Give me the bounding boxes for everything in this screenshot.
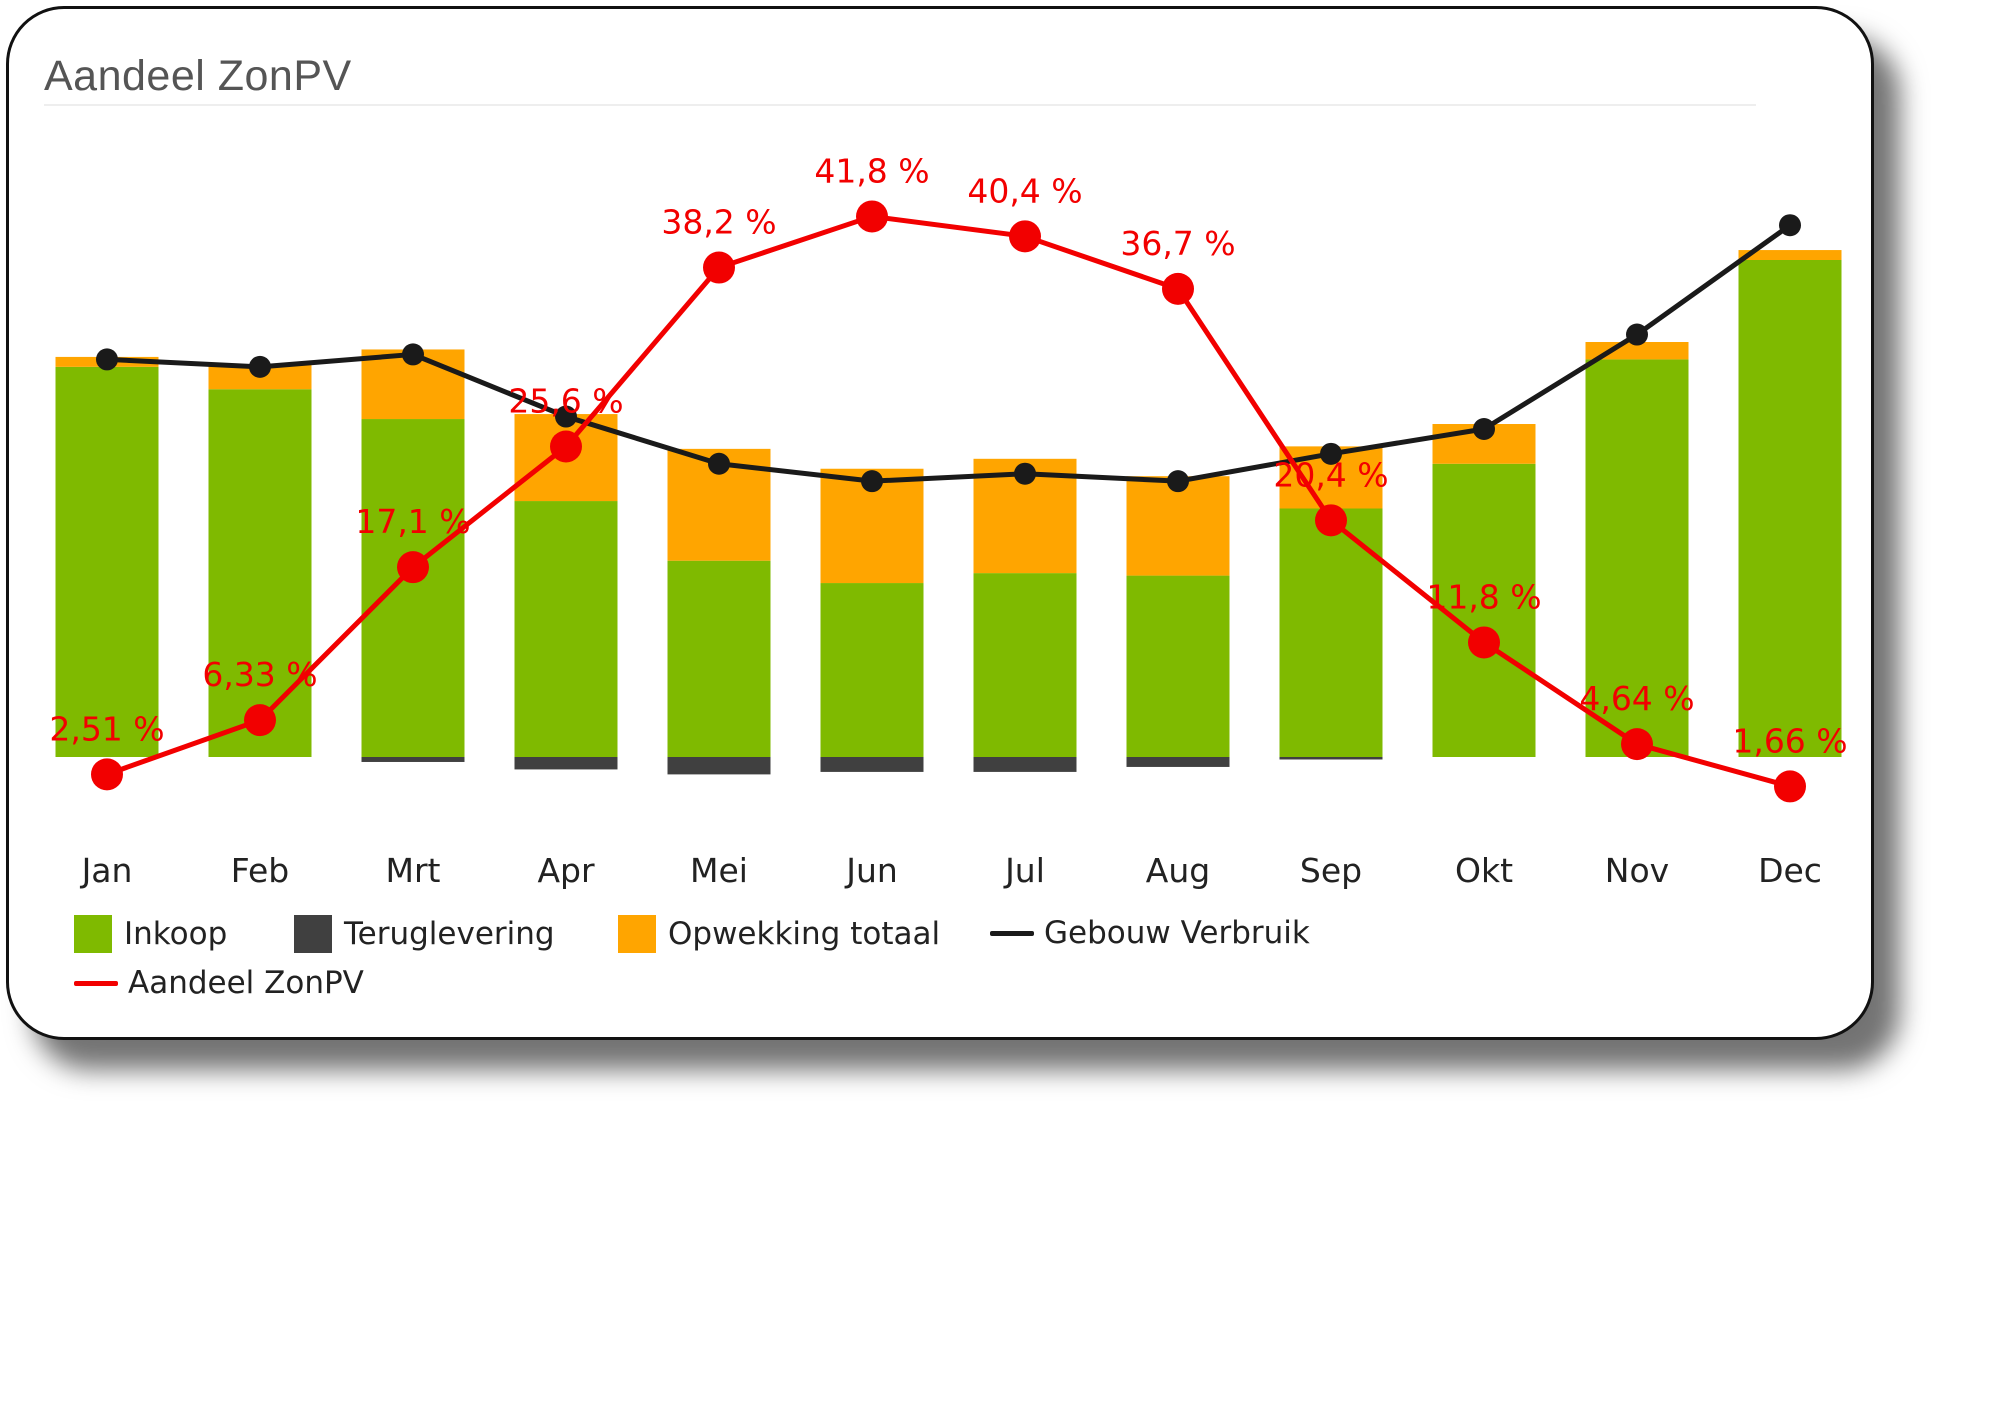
- bar-inkoop-sep: [1279, 508, 1383, 757]
- bar-teruglevering-sep: [1279, 757, 1383, 760]
- bar-inkoop-mrt: [361, 419, 465, 757]
- point-aandeel-jan: [91, 758, 123, 791]
- point-aandeel-apr: [550, 430, 582, 463]
- bar-teruglevering-aug: [1126, 757, 1230, 767]
- legend-item-aandeel[interactable]: Aandeel ZonPV: [74, 965, 364, 1001]
- x-tick-jun: Jun: [844, 851, 898, 890]
- x-tick-sep: Sep: [1300, 851, 1362, 890]
- label-aandeel-sep: 20,4 %: [1273, 455, 1388, 494]
- legend-swatch-opwekking: [618, 915, 656, 953]
- chart-plot: 2,51 % 6,33 % 17,1 % 25,6 % 38,2 % 41,8 % 40,4…: [49, 151, 1847, 890]
- bar-teruglevering-jul: [973, 757, 1077, 772]
- legend-item-teruglevering[interactable]: Teruglevering: [294, 915, 555, 953]
- x-tick-dec: Dec: [1758, 851, 1822, 890]
- bar-inkoop-aug: [1126, 575, 1230, 757]
- point-aandeel-nov: [1621, 728, 1653, 761]
- point-verbruik-mrt: [402, 343, 424, 366]
- legend-item-inkoop[interactable]: Inkoop: [74, 915, 227, 953]
- line-aandeel-zonpv: [106, 213, 1791, 789]
- point-verbruik-jun: [861, 470, 883, 493]
- point-verbruik-nov: [1626, 323, 1648, 346]
- label-aandeel-feb: 6,33 %: [202, 655, 317, 694]
- legend-label-inkoop: Inkoop: [124, 916, 228, 952]
- label-aandeel-mei: 38,2 %: [661, 203, 776, 242]
- point-aandeel-dec: [1774, 770, 1806, 803]
- point-aandeel-okt: [1468, 626, 1500, 659]
- bar-teruglevering-apr: [514, 757, 618, 770]
- bar-inkoop-apr: [514, 501, 618, 757]
- point-verbruik-dec: [1779, 214, 1801, 237]
- legend-label-opwekking: Opwekking totaal: [668, 916, 941, 952]
- chart-title: Aandeel ZonPV: [44, 52, 352, 100]
- bar-teruglevering-mei: [667, 757, 771, 775]
- label-aandeel-jun: 41,8 %: [814, 151, 929, 190]
- point-verbruik-aug: [1167, 470, 1189, 493]
- label-aandeel-jan: 2,51 %: [49, 709, 164, 748]
- label-aandeel-mrt: 17,1 %: [355, 502, 470, 541]
- bar-inkoop-jan: [55, 366, 159, 757]
- bar-inkoop-jul: [973, 573, 1077, 757]
- x-tick-apr: Apr: [537, 851, 595, 890]
- bar-teruglevering-mrt: [361, 757, 465, 762]
- legend-item-verbruik[interactable]: Gebouw Verbruik: [990, 915, 1310, 951]
- legend-line-verbruik: [990, 930, 1034, 936]
- line-gebouw-verbruik: [106, 223, 1792, 484]
- x-tick-aug: Aug: [1146, 851, 1210, 890]
- point-aandeel-sep: [1315, 504, 1347, 537]
- title-divider: [44, 104, 1756, 106]
- point-verbruik-jul: [1014, 462, 1036, 485]
- label-aandeel-aug: 36,7 %: [1120, 224, 1235, 263]
- bar-inkoop-mei: [667, 560, 771, 757]
- x-tick-jul: Jul: [1003, 851, 1045, 890]
- point-aandeel-mei: [703, 251, 735, 284]
- point-verbruik-mei: [708, 452, 730, 475]
- legend-line-aandeel: [74, 980, 118, 986]
- legend-label-verbruik: Gebouw Verbruik: [1044, 915, 1310, 951]
- point-aandeel-feb: [244, 704, 276, 737]
- bar-inkoop-jun: [820, 583, 924, 757]
- bar-inkoop-feb: [208, 389, 312, 757]
- bar-inkoop-nov: [1585, 359, 1689, 757]
- bar-teruglevering-jun: [820, 757, 924, 772]
- point-aandeel-aug: [1162, 272, 1194, 305]
- point-verbruik-feb: [249, 355, 271, 378]
- legend-item-opwekking[interactable]: Opwekking totaal: [618, 915, 940, 953]
- point-verbruik-okt: [1473, 417, 1495, 440]
- label-aandeel-dec: 1,66 %: [1732, 721, 1847, 760]
- legend-label-aandeel: Aandeel ZonPV: [128, 965, 364, 1001]
- x-tick-jan: Jan: [80, 851, 133, 890]
- bar-inkoop-dec: [1738, 260, 1842, 757]
- x-tick-feb: Feb: [231, 851, 289, 890]
- bar-inkoop-okt: [1432, 463, 1536, 757]
- label-aandeel-apr: 25,6 %: [508, 381, 623, 420]
- legend-swatch-inkoop: [74, 915, 112, 953]
- x-tick-nov: Nov: [1605, 851, 1669, 890]
- point-verbruik-sep: [1320, 442, 1342, 465]
- legend-swatch-teruglevering: [294, 915, 332, 953]
- label-aandeel-jul: 40,4 %: [967, 171, 1082, 210]
- bar-opwekking-nov: [1585, 342, 1689, 360]
- chart-card: [6, 6, 1874, 1040]
- legend-label-teruglevering: Teruglevering: [344, 916, 555, 952]
- point-aandeel-jun: [856, 200, 888, 233]
- point-aandeel-mrt: [397, 551, 429, 584]
- label-aandeel-okt: 11,8 %: [1426, 577, 1541, 616]
- point-verbruik-jan: [96, 348, 118, 371]
- x-tick-mei: Mei: [690, 851, 748, 890]
- x-tick-mrt: Mrt: [386, 851, 441, 890]
- bar-opwekking-aug: [1126, 476, 1230, 576]
- x-tick-okt: Okt: [1455, 851, 1513, 890]
- bar-opwekking-dec: [1738, 250, 1842, 260]
- point-aandeel-jul: [1009, 220, 1041, 253]
- label-aandeel-nov: 4,64 %: [1579, 679, 1694, 718]
- point-verbruik-apr: [555, 405, 577, 428]
